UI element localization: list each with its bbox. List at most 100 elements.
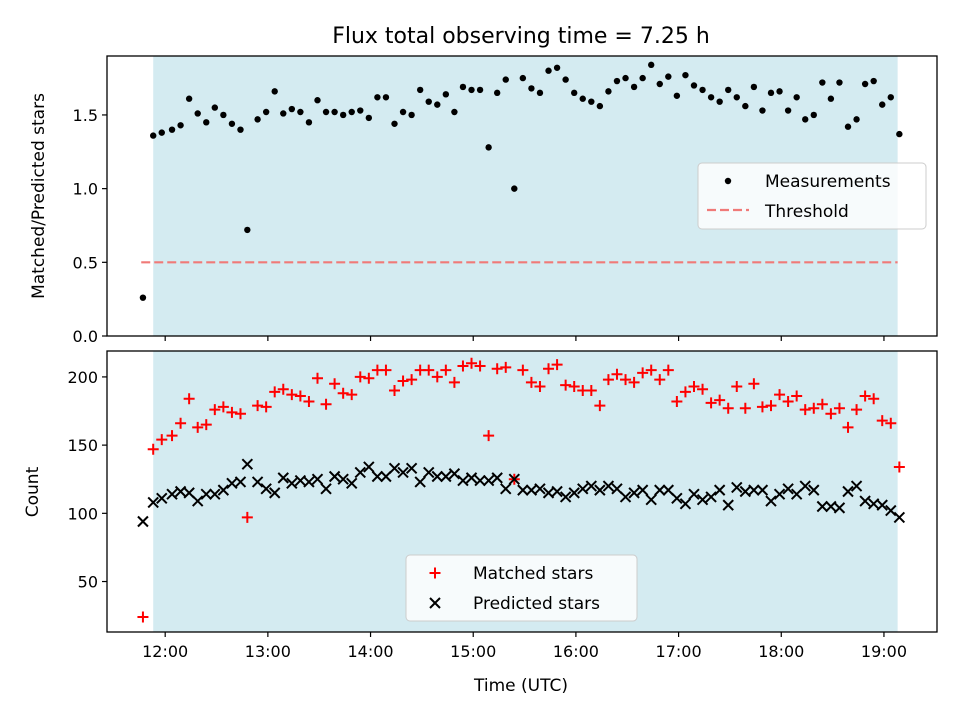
data-point — [414, 476, 426, 488]
data-point — [636, 484, 649, 496]
data-point — [363, 461, 375, 473]
data-point — [200, 419, 212, 431]
data-point — [827, 95, 835, 102]
data-point — [137, 515, 149, 528]
bottom-legend: Matched stars Predicted stars — [405, 554, 638, 622]
data-point — [876, 499, 888, 511]
x-tick-label: 19:00 — [861, 642, 907, 661]
data-point — [893, 511, 906, 524]
data-point — [423, 364, 435, 376]
data-point — [217, 401, 229, 413]
data-point — [705, 491, 717, 503]
data-point — [465, 472, 478, 484]
data-point — [286, 389, 298, 401]
data-point — [491, 472, 503, 484]
data-point — [551, 359, 563, 371]
data-point — [241, 511, 253, 523]
data-point — [842, 421, 854, 433]
data-point — [408, 111, 415, 119]
data-point — [716, 98, 723, 105]
data-point — [782, 395, 794, 407]
data-point — [585, 480, 598, 492]
data-point — [536, 89, 544, 97]
data-point — [158, 129, 165, 136]
data-point — [517, 364, 529, 376]
data-point — [742, 102, 749, 110]
data-point — [722, 499, 734, 511]
data-point — [440, 364, 452, 376]
data-point — [354, 371, 366, 383]
data-point — [320, 483, 332, 495]
data-point — [816, 500, 829, 513]
data-point — [699, 86, 706, 94]
data-point — [810, 111, 817, 119]
data-point — [382, 94, 390, 101]
data-point — [559, 491, 572, 503]
data-point — [483, 430, 495, 442]
data-point — [183, 487, 195, 499]
data-point — [799, 404, 811, 416]
data-point — [639, 74, 646, 82]
data-point — [482, 474, 495, 487]
data-point — [619, 491, 632, 503]
data-point — [833, 502, 846, 514]
data-point — [850, 480, 863, 492]
data-point — [203, 119, 210, 126]
data-point — [896, 130, 903, 138]
data-point — [773, 488, 786, 500]
data-point — [893, 461, 905, 473]
data-point — [457, 474, 469, 487]
data-point — [357, 107, 364, 114]
y-tick-label: 0.5 — [73, 253, 98, 272]
data-point — [425, 98, 432, 105]
data-point — [185, 95, 193, 102]
data-point — [722, 402, 734, 414]
data-point — [585, 385, 597, 397]
data-point — [714, 394, 726, 406]
data-point — [269, 386, 281, 398]
data-point — [314, 97, 321, 104]
plot-frame — [106, 350, 938, 633]
data-point — [887, 94, 894, 101]
series-measurements — [139, 61, 903, 301]
data-point — [194, 110, 201, 117]
data-point — [322, 108, 330, 116]
data-point — [662, 364, 674, 376]
data-point — [209, 488, 221, 500]
data-point — [388, 462, 401, 475]
data-point — [311, 473, 324, 485]
legend-label-threshold: Threshold — [764, 202, 849, 222]
legend-box — [697, 162, 927, 230]
data-point — [551, 485, 563, 498]
x-tick-label: 13:00 — [245, 642, 291, 661]
legend-label-measurements: Measurements — [765, 172, 891, 192]
data-point — [879, 101, 886, 108]
data-point — [784, 107, 792, 114]
data-point — [622, 74, 629, 82]
data-point — [311, 372, 323, 384]
y-tick-label: 150 — [67, 436, 98, 455]
data-point — [328, 470, 341, 483]
x-axis-label: Time (UTC) — [473, 676, 568, 696]
top-legend: Measurements Threshold — [697, 162, 927, 230]
legend-label-matched-stars: Matched stars — [473, 564, 593, 584]
data-point — [406, 374, 418, 386]
y-tick-label: 50 — [78, 573, 98, 592]
x-tick-label: 17:00 — [656, 642, 702, 661]
data-point — [671, 492, 683, 505]
top-y-axis-label: Matched/Predicted stars — [29, 93, 49, 299]
data-point — [405, 462, 418, 475]
data-point — [534, 380, 546, 392]
data-point — [748, 484, 760, 496]
legend-label-predicted-stars: Predicted stars — [473, 594, 600, 614]
data-point — [200, 488, 212, 500]
data-point — [665, 73, 672, 80]
data-point — [525, 376, 537, 388]
data-point — [682, 71, 689, 79]
data-point — [851, 404, 863, 416]
data-point — [474, 360, 486, 372]
data-point — [733, 94, 740, 101]
data-point — [459, 83, 467, 91]
data-point — [228, 120, 236, 127]
data-point — [147, 443, 159, 455]
